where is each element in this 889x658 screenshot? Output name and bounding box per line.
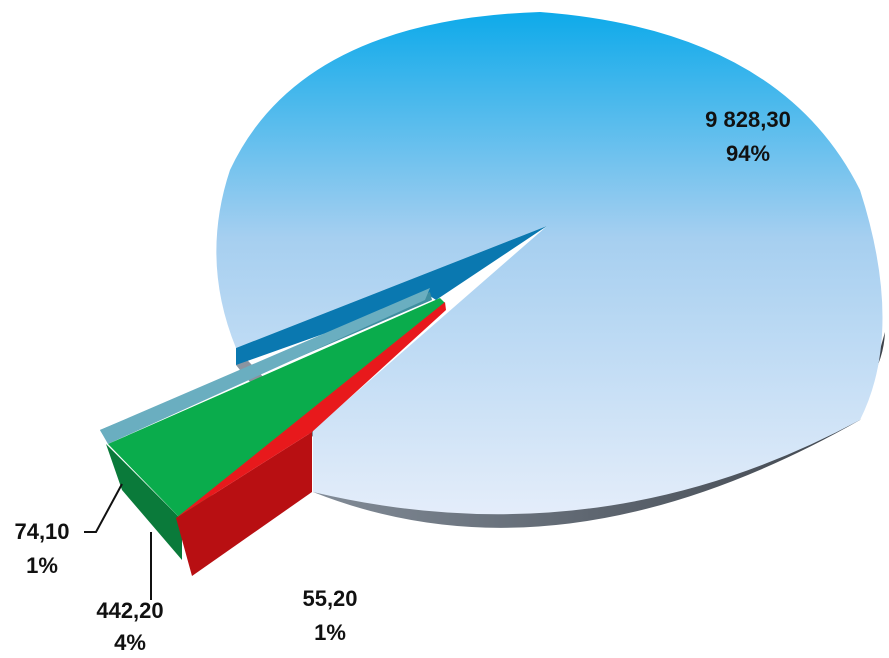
- data-label-percent: 1%: [26, 553, 58, 578]
- pie-slice-large-cut: [236, 226, 547, 365]
- data-label-value: 74,10: [14, 519, 69, 544]
- data-label-value: 442,20: [96, 598, 163, 623]
- pie-slice-red: [176, 302, 446, 518]
- data-label-percent: 4%: [114, 630, 146, 653]
- data-label-value: 9 828,30: [705, 107, 791, 132]
- data-label-percent: 94%: [726, 141, 770, 166]
- leader-line-teal: [84, 483, 123, 533]
- pie-slice-green: [108, 298, 445, 520]
- pie-slice-teal: [100, 288, 430, 444]
- data-label-value: 55,20: [302, 586, 357, 611]
- data-label-percent: 1%: [314, 620, 346, 645]
- pie-slice-green-side: [106, 444, 182, 560]
- pie-slice-large: [216, 12, 883, 515]
- pie-slice-red-side: [176, 432, 312, 576]
